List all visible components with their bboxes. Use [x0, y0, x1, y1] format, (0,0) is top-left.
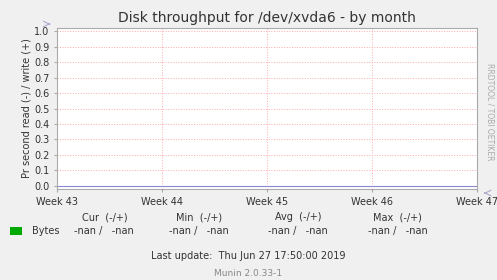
Text: -nan /   -nan: -nan / -nan [75, 226, 134, 236]
Y-axis label: Pr second read (-) / write (+): Pr second read (-) / write (+) [21, 39, 31, 178]
Text: Min  (-/+): Min (-/+) [176, 212, 222, 222]
Text: -nan /   -nan: -nan / -nan [268, 226, 328, 236]
Text: -nan /   -nan: -nan / -nan [169, 226, 229, 236]
Text: Avg  (-/+): Avg (-/+) [275, 212, 322, 222]
Title: Disk throughput for /dev/xvda6 - by month: Disk throughput for /dev/xvda6 - by mont… [118, 11, 416, 25]
Text: Last update:  Thu Jun 27 17:50:00 2019: Last update: Thu Jun 27 17:50:00 2019 [151, 251, 346, 261]
Text: Munin 2.0.33-1: Munin 2.0.33-1 [214, 269, 283, 277]
Text: RRDTOOL / TOBI OETIKER: RRDTOOL / TOBI OETIKER [486, 63, 495, 161]
Text: Max  (-/+): Max (-/+) [373, 212, 422, 222]
Text: -nan /   -nan: -nan / -nan [368, 226, 427, 236]
Text: Cur  (-/+): Cur (-/+) [82, 212, 127, 222]
Text: Bytes: Bytes [32, 226, 60, 236]
